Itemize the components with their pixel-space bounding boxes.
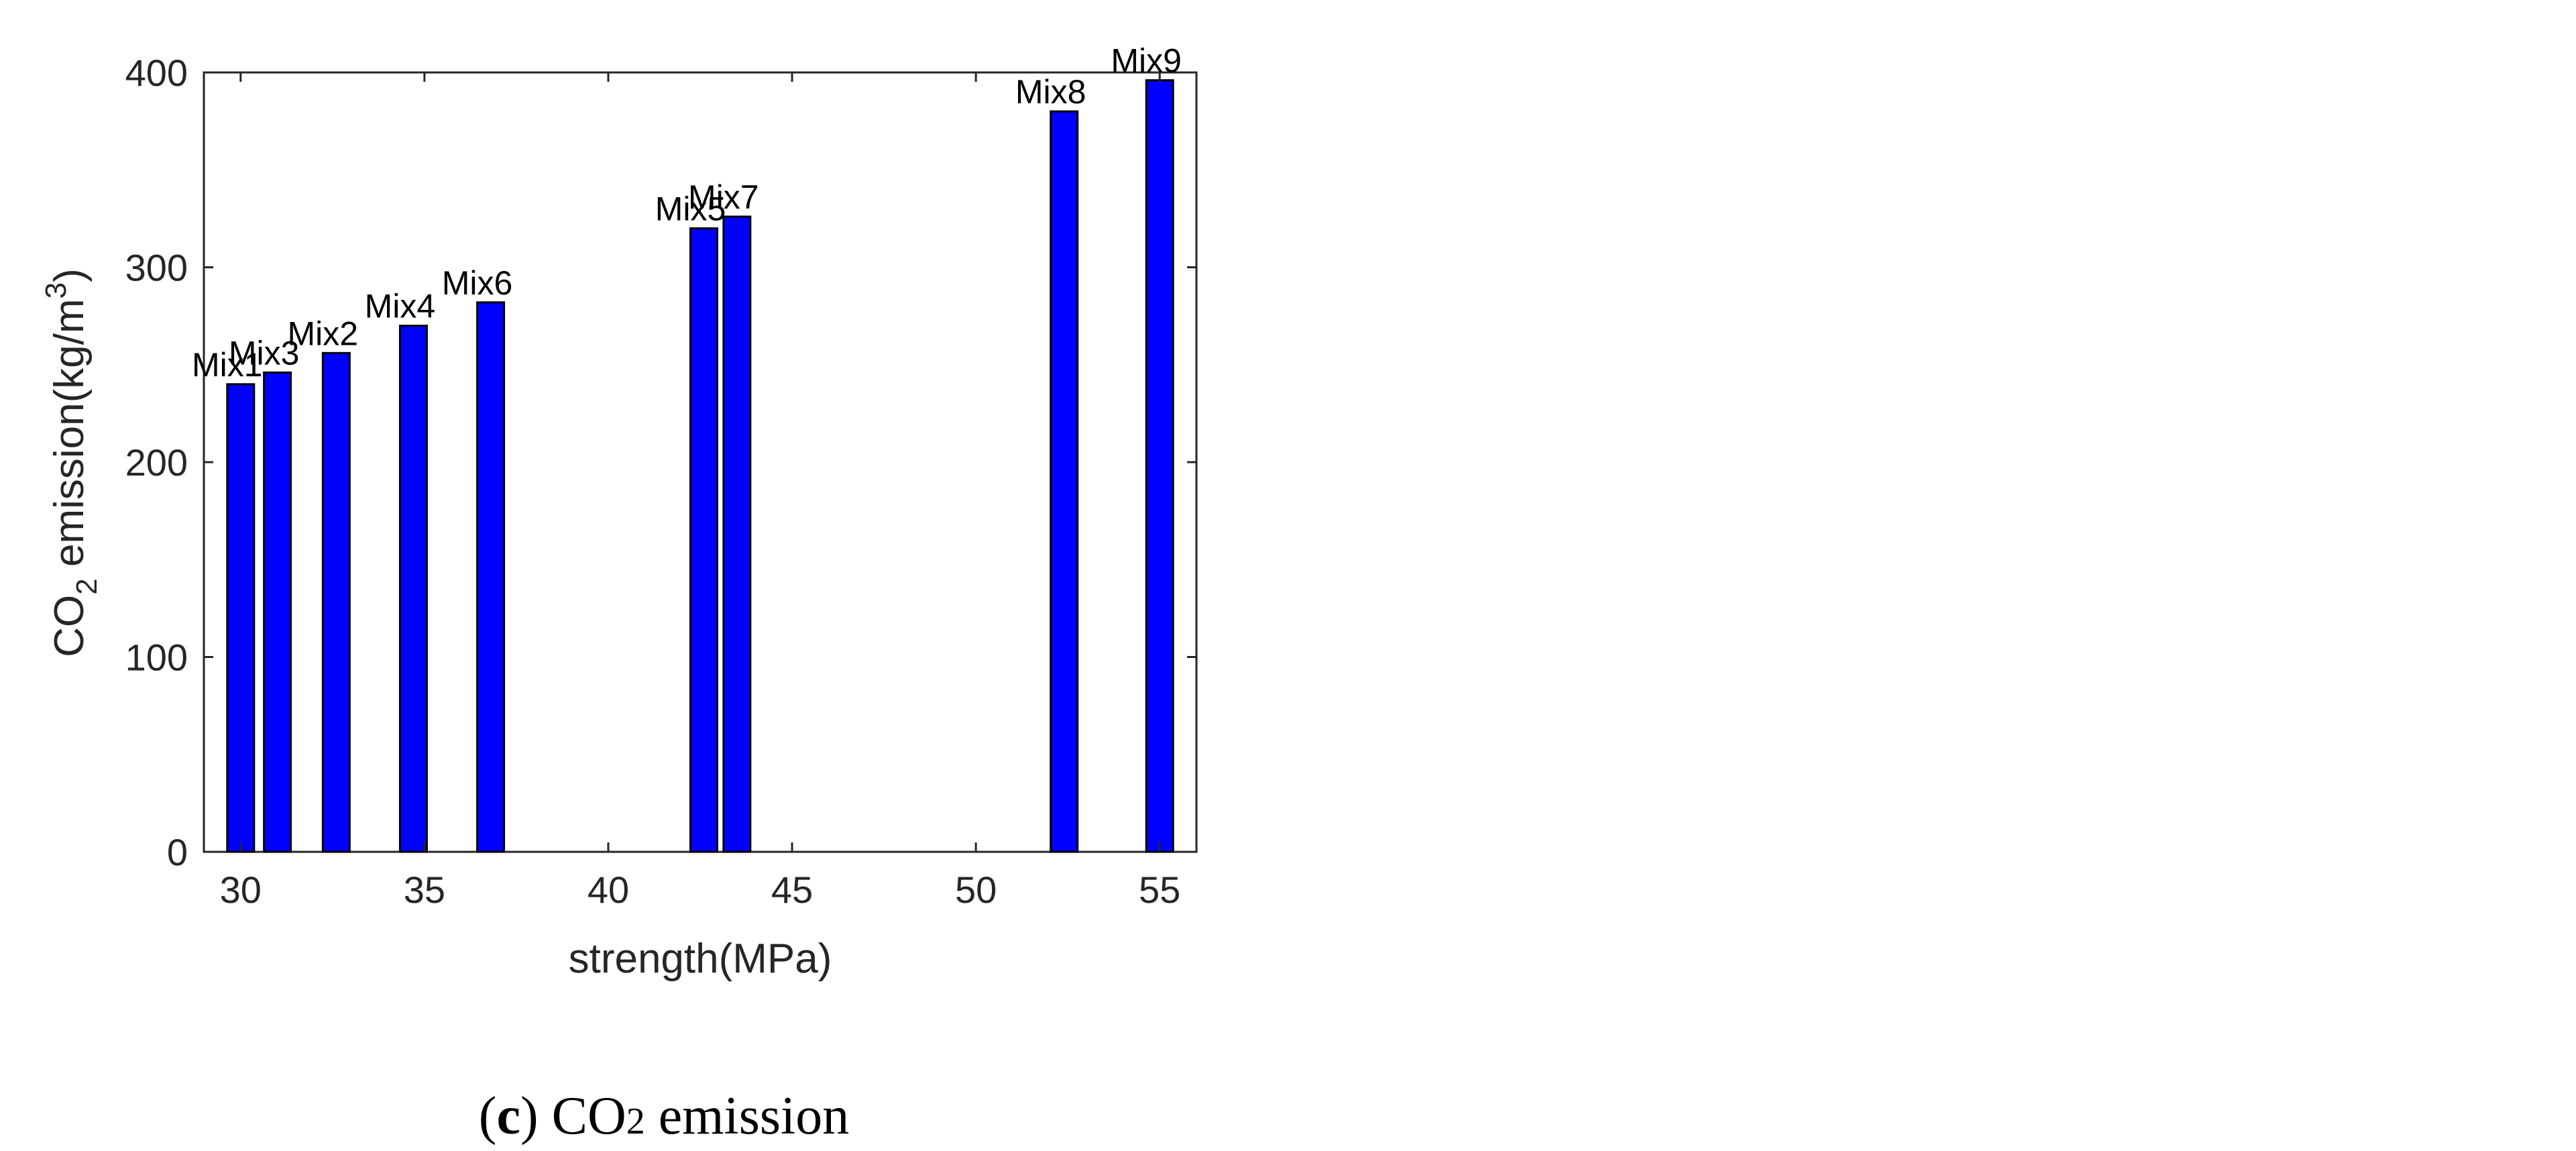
bar-mix6 [476,301,506,853]
bar-label-mix8: Mix8 [1015,73,1086,111]
x-tick-label: 40 [587,869,629,911]
bar-mix1 [226,383,256,853]
y-tick-label: 400 [125,52,188,94]
y-tick-label: 0 [167,831,188,873]
x-tick-label: 35 [404,869,445,911]
bar-label-mix4: Mix4 [365,288,436,325]
bar-label-mix5: Mix5 [655,190,726,227]
x-tick-label: 30 [220,869,262,911]
y-tick-label: 200 [125,441,188,484]
bar-mix7 [722,215,752,853]
y-tick-label: 100 [125,637,188,679]
bar-mix4 [398,325,428,853]
bar-mix3 [263,371,292,853]
bars [226,79,1174,853]
x-tick-label: 45 [771,869,813,911]
x-tick-label: 55 [1139,869,1180,911]
bar-label-mix6: Mix6 [442,264,513,302]
x-axis-ticks: 30 35 40 45 50 55 [220,72,1180,911]
x-tick-label: 50 [955,869,997,911]
bar-mix8 [1050,110,1079,853]
y-tick-label: 300 [125,247,188,289]
figure-caption: (c) CO2 emission [479,1087,849,1146]
bar-label-mix7: Mix7 [688,178,759,216]
y-axis-ticks: 0 100 200 300 400 [125,52,1196,873]
bar-mix5 [689,227,718,853]
bar-label-mix2: Mix2 [288,315,359,352]
bar-label-mix3: Mix3 [229,334,300,372]
bar-mix2 [321,351,351,853]
bar-label-mix9: Mix9 [1111,42,1182,80]
bar-label-mix1: Mix1 [192,346,263,384]
x-axis-label: strength(MPa) [569,936,832,982]
bar-mix9 [1145,79,1174,853]
y-axis-label: CO2 emission(kg/m3) [40,268,103,657]
